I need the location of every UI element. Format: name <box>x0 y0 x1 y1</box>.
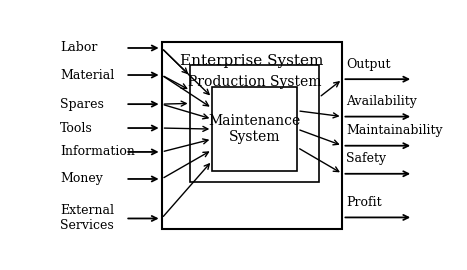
Text: Maintenance
System: Maintenance System <box>209 114 301 144</box>
Text: Maintainability: Maintainability <box>346 124 443 137</box>
Bar <box>162 42 342 229</box>
Text: Output: Output <box>346 58 390 71</box>
Text: Information: Information <box>60 146 135 158</box>
Text: External
Services: External Services <box>60 204 114 232</box>
Text: Money: Money <box>60 173 103 185</box>
Bar <box>212 87 297 171</box>
Text: Production System: Production System <box>188 75 321 89</box>
Text: Labor: Labor <box>60 42 98 55</box>
Text: Safety: Safety <box>346 153 386 166</box>
Text: Material: Material <box>60 69 114 82</box>
Text: Tools: Tools <box>60 122 93 134</box>
Text: Enterprise System: Enterprise System <box>180 54 324 68</box>
Text: Spares: Spares <box>60 98 104 111</box>
Text: Profit: Profit <box>346 196 382 209</box>
Bar <box>191 65 319 182</box>
Text: Availability: Availability <box>346 95 417 108</box>
